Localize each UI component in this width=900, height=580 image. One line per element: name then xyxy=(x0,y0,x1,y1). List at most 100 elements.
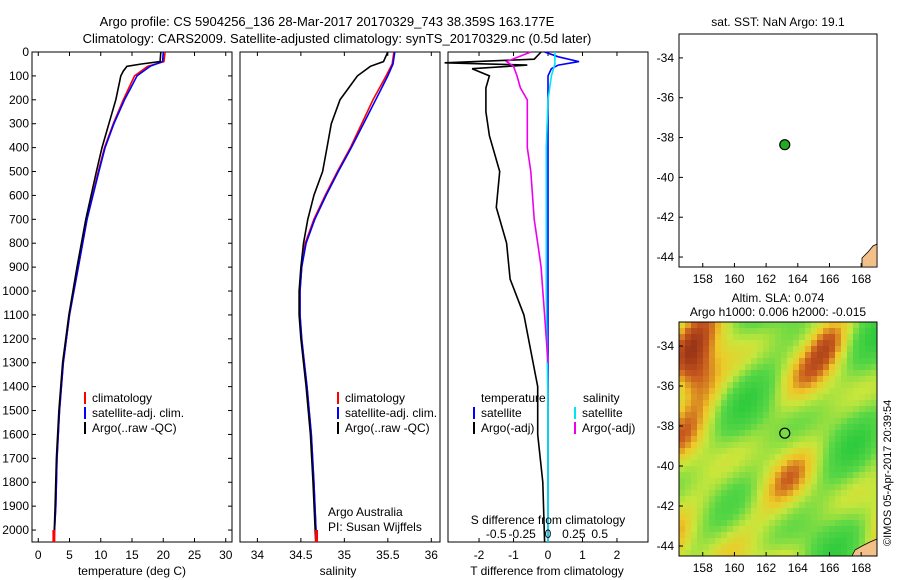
heatmap-cell xyxy=(697,454,703,460)
heatmap-cell xyxy=(871,376,877,382)
heatmap-cell xyxy=(721,418,727,424)
heatmap-cell xyxy=(829,454,835,460)
x-tick-label: 34.5 xyxy=(289,548,313,562)
heatmap-cell xyxy=(805,436,811,442)
heatmap-cell xyxy=(781,550,787,556)
heatmap-cell xyxy=(715,520,721,526)
heatmap-cell xyxy=(769,532,775,538)
heatmap-cell xyxy=(775,370,781,376)
heatmap-cell xyxy=(751,418,757,424)
heatmap-cell xyxy=(871,448,877,454)
heatmap-cell xyxy=(751,538,757,544)
heatmap-cell xyxy=(727,394,733,400)
heatmap-cell xyxy=(715,400,721,406)
heatmap-cell xyxy=(835,538,841,544)
heatmap-cell xyxy=(829,478,835,484)
heatmap-cell xyxy=(811,376,817,382)
heatmap-cell xyxy=(859,526,865,532)
heatmap-cell xyxy=(745,376,751,382)
heatmap-cell xyxy=(799,442,805,448)
heatmap-cell xyxy=(775,430,781,436)
heatmap-cell xyxy=(829,532,835,538)
heatmap-cell xyxy=(757,442,763,448)
y-tick-label: 1900 xyxy=(2,499,29,513)
heatmap-cell xyxy=(727,322,733,328)
heatmap-cell xyxy=(823,532,829,538)
heatmap-cell xyxy=(829,430,835,436)
heatmap-cell xyxy=(853,388,859,394)
heatmap-cell xyxy=(709,514,715,520)
heatmap-cell xyxy=(715,550,721,556)
map-y-tick-label: -38 xyxy=(657,131,675,145)
heatmap-cell xyxy=(865,340,871,346)
heatmap-cell xyxy=(697,328,703,334)
heatmap-cell xyxy=(847,472,853,478)
heatmap-cell xyxy=(859,460,865,466)
heatmap-cell xyxy=(787,496,793,502)
heatmap-cell xyxy=(829,508,835,514)
heatmap-cell xyxy=(853,334,859,340)
heatmap-cell xyxy=(709,382,715,388)
heatmap-cell xyxy=(835,418,841,424)
heatmap-cell xyxy=(847,412,853,418)
heatmap-cell xyxy=(685,496,691,502)
heatmap-cell xyxy=(691,328,697,334)
heatmap-cell xyxy=(817,484,823,490)
heatmap-cell xyxy=(679,544,685,550)
heatmap-cell xyxy=(727,514,733,520)
heatmap-cell xyxy=(847,358,853,364)
heatmap-cell xyxy=(679,466,685,472)
heatmap-cell xyxy=(859,412,865,418)
heatmap-cell xyxy=(763,484,769,490)
heatmap-cell xyxy=(727,376,733,382)
legend-title-salinity: salinity xyxy=(583,391,620,405)
heatmap-cell xyxy=(751,526,757,532)
heatmap-cell xyxy=(721,544,727,550)
heatmap-cell xyxy=(775,490,781,496)
heatmap-cell xyxy=(829,436,835,442)
heatmap-cell xyxy=(721,526,727,532)
heatmap-cell xyxy=(685,550,691,556)
heatmap-cell xyxy=(799,370,805,376)
heatmap-cell xyxy=(787,334,793,340)
sla-map-panel: Altim. SLA: 0.074 Argo h1000: 0.006 h200… xyxy=(657,291,878,575)
heatmap-cell xyxy=(769,520,775,526)
heatmap-cell xyxy=(817,514,823,520)
heatmap-cell xyxy=(823,370,829,376)
heatmap-cell xyxy=(847,400,853,406)
heatmap-cell xyxy=(715,430,721,436)
heatmap-cell xyxy=(721,358,727,364)
heatmap-cell xyxy=(757,412,763,418)
heatmap-cell xyxy=(865,538,871,544)
heatmap-cell xyxy=(853,322,859,328)
heatmap-cell xyxy=(793,442,799,448)
heatmap-cell xyxy=(739,334,745,340)
heatmap-cell xyxy=(715,388,721,394)
heatmap-cell xyxy=(727,430,733,436)
heatmap-cell xyxy=(841,328,847,334)
heatmap-cell xyxy=(847,520,853,526)
heatmap-cell xyxy=(727,496,733,502)
heatmap-cell xyxy=(685,502,691,508)
heatmap-cell xyxy=(679,430,685,436)
heatmap-cell xyxy=(823,460,829,466)
map-x-tick-label: 162 xyxy=(756,561,776,575)
heatmap-cell xyxy=(823,466,829,472)
heatmap-cell xyxy=(781,520,787,526)
heatmap-cell xyxy=(733,490,739,496)
heatmap-cell xyxy=(775,496,781,502)
heatmap-cell xyxy=(793,544,799,550)
heatmap-cell xyxy=(859,490,865,496)
heatmap-cell xyxy=(745,526,751,532)
heatmap-cell xyxy=(853,508,859,514)
heatmap-cell xyxy=(685,442,691,448)
heatmap-cell xyxy=(853,352,859,358)
heatmap-cell xyxy=(757,394,763,400)
heatmap-cell xyxy=(721,484,727,490)
heatmap-cell xyxy=(805,334,811,340)
heatmap-cell xyxy=(829,322,835,328)
heatmap-cell xyxy=(733,436,739,442)
sst-map-title: sat. SST: NaN Argo: 19.1 xyxy=(711,15,845,29)
heatmap-cell xyxy=(859,430,865,436)
heatmap-cell xyxy=(799,418,805,424)
